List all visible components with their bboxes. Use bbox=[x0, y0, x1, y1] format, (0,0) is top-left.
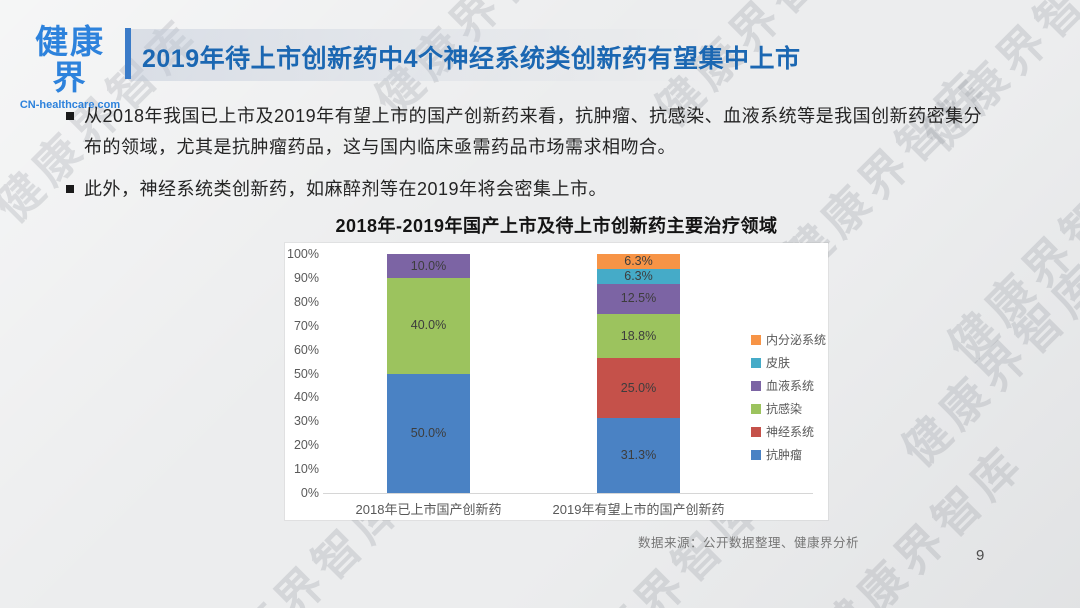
legend-swatch-icon bbox=[751, 403, 761, 414]
bar-segment-抗感染: 18.8% bbox=[597, 313, 680, 359]
legend-swatch-icon bbox=[751, 380, 761, 391]
legend-label: 神经系统 bbox=[766, 425, 815, 439]
logo-text: 健康界 bbox=[35, 23, 105, 97]
title-divider bbox=[125, 28, 131, 79]
y-axis-tick: 30% bbox=[293, 414, 319, 429]
y-axis: 100% 90% 80% 70% 60% 50% 40% 30% 20% 10% 0% bbox=[285, 243, 319, 520]
y-axis-tick: 60% bbox=[293, 342, 319, 357]
y-axis-tick: 20% bbox=[293, 438, 319, 453]
logo: 健康界 CN-healthcare.com bbox=[18, 23, 122, 111]
legend-item: 内分泌系统 bbox=[751, 331, 826, 348]
legend-swatch-icon bbox=[751, 426, 761, 437]
plot-area: 50.0% 40.0% 10.0% 2018年已上市国产创新药 31.3% 25.0% 18… bbox=[285, 243, 828, 520]
legend-label: 血液系统 bbox=[766, 379, 815, 393]
legend-item: 抗感染 bbox=[751, 400, 826, 417]
bar-segment-血液系统: 10.0% bbox=[387, 254, 470, 278]
segment-value-label: 18.8% bbox=[620, 328, 657, 343]
segment-value-label: 40.0% bbox=[410, 318, 447, 333]
segment-value-label: 6.3% bbox=[624, 268, 653, 283]
page-number: 9 bbox=[976, 547, 985, 564]
bar-segment-内分泌系统: 6.3% bbox=[597, 253, 680, 269]
bar-segment-抗肿瘤: 31.3% bbox=[597, 418, 680, 493]
bullet-item: 从2018年我国已上市及2019年有望上市的国产创新药来看，抗肿瘤、抗感染、血液… bbox=[66, 101, 1006, 163]
bullet-text: 从2018年我国已上市及2019年有望上市的国产创新药来看，抗肿瘤、抗感染、血液… bbox=[84, 106, 983, 157]
chart: 100% 90% 80% 70% 60% 50% 40% 30% 20% 10% 0% 50.0% 4… bbox=[285, 243, 828, 520]
bar-segment-神经系统: 25.0% bbox=[597, 358, 680, 419]
logo-subtext: CN-healthcare.com bbox=[19, 98, 121, 111]
legend-label: 抗感染 bbox=[766, 402, 803, 416]
x-category-label: 2018年已上市国产创新药 bbox=[355, 502, 502, 517]
y-axis-tick: 70% bbox=[293, 318, 319, 333]
stacked-bar: 50.0% 40.0% 10.0% bbox=[387, 254, 470, 493]
chart-title: 2018年-2019年国产上市及待上市创新药主要治疗领域 bbox=[335, 216, 778, 236]
segment-value-label: 25.0% bbox=[620, 381, 657, 396]
y-axis-tick: 40% bbox=[293, 390, 319, 405]
bullet-text: 此外，神经系统类创新药，如麻醉剂等在2019年将会密集上市。 bbox=[84, 179, 608, 199]
title-band bbox=[131, 29, 791, 81]
legend-swatch-icon bbox=[751, 449, 761, 460]
bar-segment-皮肤: 6.3% bbox=[597, 268, 680, 284]
legend-swatch-icon bbox=[751, 334, 761, 345]
y-axis-tick: 0% bbox=[300, 486, 319, 500]
legend: 内分泌系统皮肤血液系统抗感染神经系统抗肿瘤 bbox=[751, 331, 826, 469]
segment-value-label: 50.0% bbox=[410, 426, 447, 440]
legend-item: 血液系统 bbox=[751, 377, 826, 394]
y-axis-tick: 50% bbox=[293, 366, 319, 381]
bar-segment-抗感染: 40.0% bbox=[387, 277, 470, 374]
x-category-label: 2019年有望上市的国产创新药 bbox=[552, 502, 725, 517]
segment-value-label: 10.0% bbox=[410, 258, 447, 273]
legend-label: 抗肿瘤 bbox=[766, 448, 803, 462]
x-axis-line bbox=[323, 493, 813, 494]
data-source-note: 数据来源：公开数据整理、健康界分析 bbox=[638, 536, 860, 550]
legend-item: 抗肿瘤 bbox=[751, 446, 826, 463]
y-axis-tick: 90% bbox=[293, 270, 319, 285]
y-axis-tick: 80% bbox=[293, 294, 319, 309]
bullet-square-icon bbox=[66, 185, 74, 193]
bar-segment-抗肿瘤: 50.0% bbox=[387, 373, 470, 493]
page-title: 2019年待上市创新药中4个神经系统类创新药有望集中上市 bbox=[142, 45, 801, 73]
legend-item: 皮肤 bbox=[751, 354, 826, 371]
segment-value-label: 31.3% bbox=[620, 448, 657, 463]
bar-segment-血液系统: 12.5% bbox=[597, 283, 680, 314]
y-axis-tick: 100% bbox=[287, 247, 319, 261]
bullet-square-icon bbox=[66, 112, 74, 120]
bullet-list: 从2018年我国已上市及2019年有望上市的国产创新药来看，抗肿瘤、抗感染、血液… bbox=[66, 101, 1006, 216]
bullet-item: 此外，神经系统类创新药，如麻醉剂等在2019年将会密集上市。 bbox=[66, 174, 1006, 205]
stacked-bar: 31.3% 25.0% 18.8% 12.5% 6.3% 6.3% bbox=[597, 253, 680, 493]
y-axis-tick: 10% bbox=[293, 462, 319, 477]
legend-label: 内分泌系统 bbox=[766, 333, 827, 347]
legend-label: 皮肤 bbox=[766, 356, 791, 370]
legend-swatch-icon bbox=[751, 357, 761, 368]
segment-value-label: 6.3% bbox=[624, 253, 653, 268]
segment-value-label: 12.5% bbox=[620, 291, 657, 306]
legend-item: 神经系统 bbox=[751, 423, 826, 440]
